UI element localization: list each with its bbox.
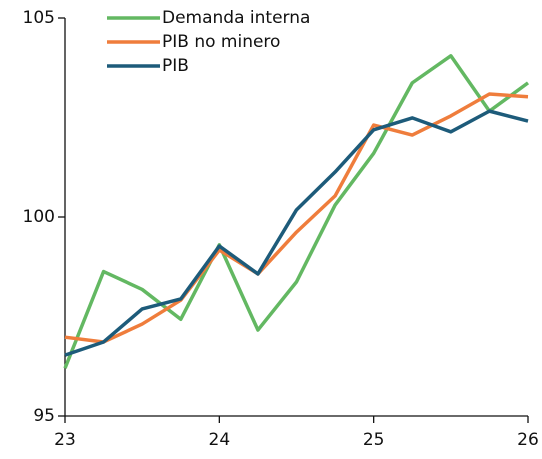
x-tick-label: 26 [517,430,539,450]
y-tick-label: 100 [23,207,55,227]
y-tick-label: 95 [33,406,55,426]
series-line [64,92,529,344]
series-line [64,109,529,357]
legend-label: PIB no minero [162,32,280,52]
x-tick-label: 24 [209,430,231,450]
y-tick-label: 105 [23,8,55,28]
legend-label: PIB [162,56,189,76]
x-tick-label: 23 [54,430,76,450]
x-tick-label: 25 [363,430,385,450]
series-line [63,54,530,369]
legend-label: Demanda interna [162,8,310,28]
